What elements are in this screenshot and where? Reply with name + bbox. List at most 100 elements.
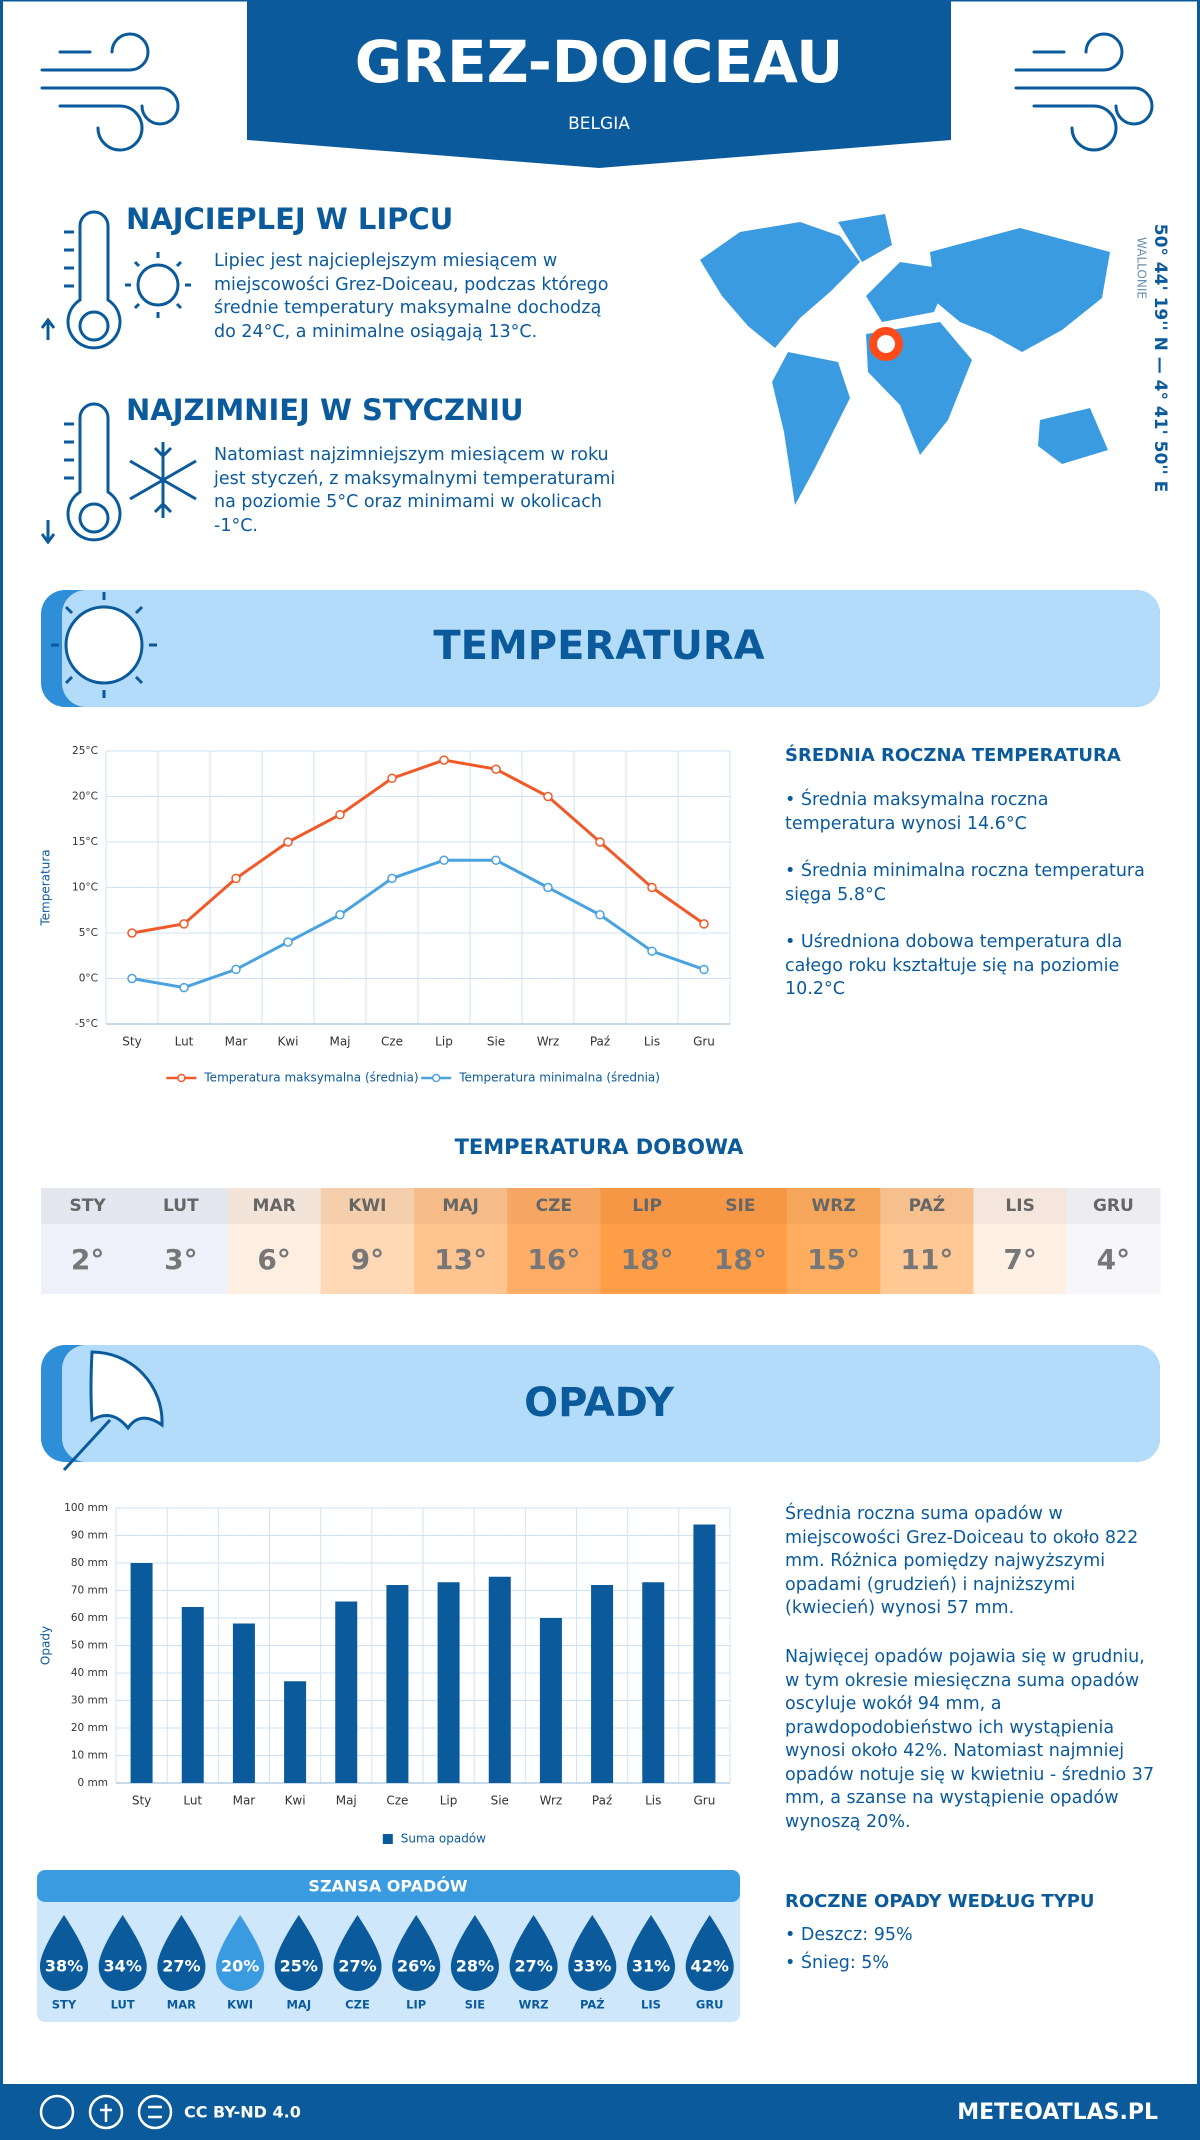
y-tick-label: -5°C <box>75 1018 98 1030</box>
bar <box>539 1618 562 1783</box>
chance-title: SZANSA OPADÓW <box>308 1877 468 1896</box>
drop-month: LIS <box>641 1998 661 2012</box>
y-axis-label: Temperatura <box>39 849 53 926</box>
y-tick-label: 25°C <box>72 745 98 757</box>
region: WALLONIE <box>1135 237 1149 299</box>
point <box>231 964 241 975</box>
legend-marker <box>431 1073 441 1083</box>
x-tick-label: Kwi <box>277 1035 298 1049</box>
drop-value: 33% <box>573 1957 611 1976</box>
day-header <box>507 1188 601 1224</box>
day-cell <box>134 1188 228 1294</box>
day-month: PAŹ <box>909 1194 945 1216</box>
y-tick-label: 0°C <box>79 973 98 985</box>
y-tick-label: 90 mm <box>71 1530 108 1542</box>
bar <box>232 1623 255 1783</box>
day-value: 4° <box>1097 1243 1130 1276</box>
daily-title: TEMPERATURA DOBOWA <box>455 1135 745 1159</box>
coordinates: 50° 44' 19'' N — 4° 41' 50'' E <box>1150 224 1170 493</box>
point <box>387 773 397 784</box>
point <box>439 755 449 765</box>
x-tick-label: Mar <box>233 1794 256 1808</box>
point <box>647 882 657 893</box>
day-value: 9° <box>351 1243 384 1276</box>
wind-icon <box>40 32 1154 152</box>
legend-marker <box>382 1834 393 1844</box>
drop <box>626 1915 676 1991</box>
chance-box <box>37 1870 740 2022</box>
point <box>595 910 605 920</box>
x-tick-label: Maj <box>336 1794 357 1808</box>
drop <box>450 1915 499 1991</box>
city-title: GREZ-DOICEAU <box>355 28 843 96</box>
day-cell <box>1066 1188 1161 1294</box>
chance-header <box>37 1870 740 1902</box>
day-header <box>880 1188 974 1224</box>
day-cell <box>880 1188 974 1294</box>
temperature-banner <box>62 590 1160 707</box>
y-tick-label: 100 mm <box>64 1502 108 1514</box>
legend-label: Suma opadów <box>401 1832 486 1846</box>
drop-month: GRU <box>696 1998 724 2012</box>
x-tick-label: Sty <box>132 1794 151 1808</box>
y-axis-label: Opady <box>39 1626 53 1665</box>
legend-marker <box>177 1073 186 1083</box>
license-icons <box>39 2094 173 2130</box>
drop-month: MAR <box>167 1998 196 2012</box>
drop-month: CZE <box>345 1998 370 2012</box>
bar <box>437 1582 460 1783</box>
point <box>699 919 709 929</box>
drop <box>157 1915 206 1991</box>
drop <box>568 1915 617 1991</box>
point <box>647 946 657 956</box>
drop-value: 38% <box>45 1957 83 1976</box>
bar <box>693 1524 716 1783</box>
day-month: STY <box>70 1196 107 1216</box>
day-header <box>693 1188 788 1224</box>
day-value: 13° <box>434 1243 487 1276</box>
x-tick-label: Mar <box>225 1035 248 1049</box>
location-marker <box>869 327 903 361</box>
day-value: 7° <box>1003 1243 1036 1276</box>
day-header <box>787 1188 881 1224</box>
point <box>283 937 293 947</box>
drop-value: 27% <box>514 1957 552 1976</box>
x-tick-label: Lip <box>435 1035 453 1049</box>
drop <box>98 1915 147 1991</box>
header-banner <box>247 0 951 168</box>
x-tick-label: Sie <box>491 1794 509 1808</box>
x-tick-label: Wrz <box>540 1794 563 1808</box>
point <box>283 837 293 847</box>
day-header <box>41 1188 135 1224</box>
cold-title: NAJZIMNIEJ W STYCZNIU <box>126 393 524 427</box>
day-value: 18° <box>714 1243 767 1276</box>
day-month: SIE <box>725 1196 755 1216</box>
x-tick-label: Lut <box>175 1035 194 1049</box>
day-cell <box>41 1188 135 1294</box>
x-tick-label: Maj <box>329 1035 350 1049</box>
x-tick-label: Cze <box>386 1794 408 1808</box>
day-month: MAJ <box>442 1196 478 1216</box>
drop-value: 27% <box>338 1957 376 1976</box>
y-tick-label: 30 mm <box>71 1695 108 1707</box>
x-tick-label: Kwi <box>285 1794 306 1808</box>
types-item: • Śnieg: 5% <box>785 1953 890 1973</box>
x-tick-label: Gru <box>693 1794 715 1808</box>
summary-title: ŚREDNIA ROCZNA TEMPERATURA <box>785 745 1121 766</box>
bar <box>488 1576 511 1783</box>
drop <box>39 1915 89 1991</box>
x-tick-label: Cze <box>381 1035 403 1049</box>
y-tick-label: 10°C <box>72 882 98 894</box>
day-month: LUT <box>163 1196 199 1216</box>
bar <box>335 1601 358 1783</box>
point <box>491 764 501 774</box>
y-tick-label: 10 mm <box>71 1750 108 1762</box>
drop-value: 34% <box>104 1957 142 1976</box>
point <box>231 873 241 884</box>
precipitation-text: Średnia roczna suma opadów w miejscowośc… <box>785 1504 1139 1618</box>
y-tick-label: 5°C <box>79 927 98 939</box>
legend-label: Temperatura maksymalna (średnia) <box>203 1071 418 1085</box>
x-tick-label: Gru <box>693 1035 715 1049</box>
drop <box>216 1915 265 1991</box>
drop-month: WRZ <box>519 1998 549 2012</box>
